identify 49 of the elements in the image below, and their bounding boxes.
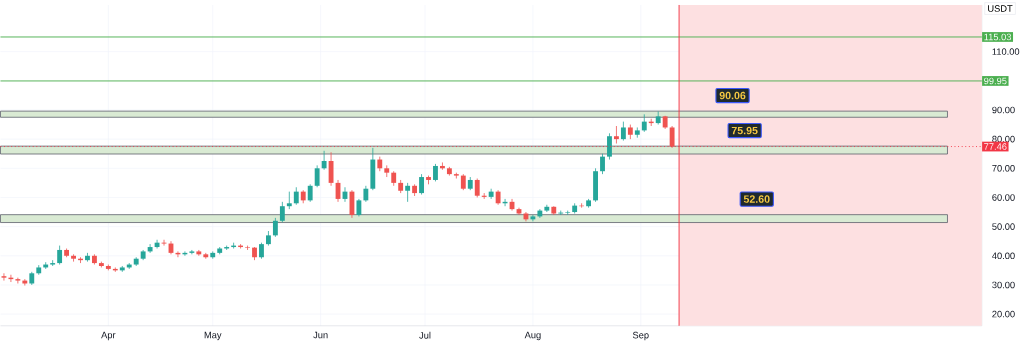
y-tick-label: 110.00 [992, 48, 1020, 56]
candlestick [286, 191, 292, 210]
candlestick [314, 165, 320, 188]
candlestick [279, 201, 285, 223]
candlestick [405, 182, 411, 203]
candlestick [613, 125, 619, 145]
candlestick [154, 239, 160, 250]
y-tick-label: 70.00 [992, 165, 1015, 172]
candlestick [419, 173, 424, 196]
candlestick [15, 277, 21, 285]
y-tick-label: 50.00 [992, 223, 1015, 231]
y-tick-label: 60.00 [992, 194, 1015, 201]
candlestick [321, 150, 327, 171]
candlestick [669, 125, 675, 149]
x-tick-label: May [204, 331, 222, 341]
candlestick [607, 133, 612, 161]
y-tick-label: 40.00 [992, 252, 1015, 260]
candlestick [57, 245, 63, 266]
candlestick [530, 214, 536, 222]
band-label: 52.60 [743, 195, 770, 203]
candlestick [474, 178, 480, 198]
band-label: 90.06 [719, 91, 746, 100]
candlestick [620, 121, 626, 142]
candlestick [1, 273, 7, 282]
candlestick [488, 188, 494, 200]
candlestick [189, 249, 195, 255]
y-tick-label: 90.00 [992, 106, 1015, 114]
y-axis-title: USDT [988, 5, 1013, 12]
candlestick [600, 153, 605, 175]
ref-line-label: 77.46 [984, 143, 1007, 150]
candlestick [558, 210, 564, 216]
x-tick-label: Jul [419, 331, 431, 339]
candlestick [439, 162, 445, 171]
y-tick-label: 30.00 [992, 281, 1015, 289]
x-tick-label: Aug [524, 331, 541, 341]
candlestick [147, 243, 153, 254]
ref-line-label: 99.95 [984, 77, 1007, 85]
x-tick-label: Apr [101, 331, 116, 341]
candlestick [161, 239, 167, 247]
y-tick-label: 20.00 [992, 310, 1015, 318]
candlestick [565, 210, 571, 216]
candlestick [272, 217, 278, 238]
y-tick-label: 80.00 [992, 135, 1015, 143]
x-tick-label: Sep [632, 331, 649, 341]
candlestick [245, 245, 250, 251]
ref-line-label: 115.03 [984, 33, 1012, 41]
candlestick [328, 151, 334, 187]
band-label: 75.95 [731, 126, 758, 135]
x-tick-label: Jun [313, 331, 328, 339]
